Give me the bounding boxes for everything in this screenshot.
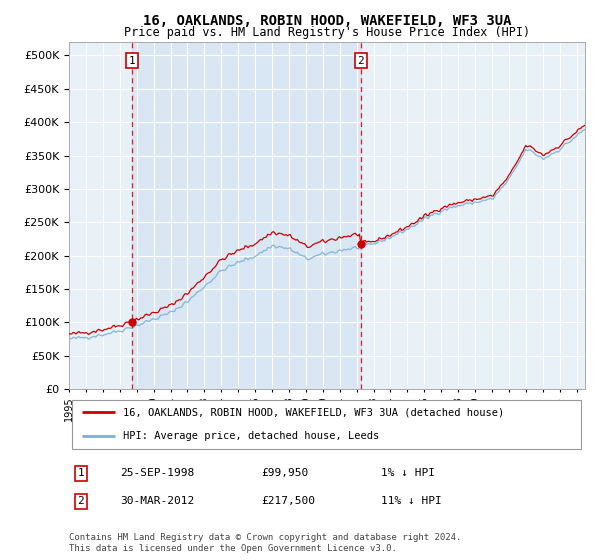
Bar — [132, 42, 361, 389]
Text: 11% ↓ HPI: 11% ↓ HPI — [381, 496, 442, 506]
Text: 2: 2 — [357, 55, 364, 66]
Text: HPI: Average price, detached house, Leeds: HPI: Average price, detached house, Leed… — [123, 431, 379, 441]
Text: 30-MAR-2012: 30-MAR-2012 — [120, 496, 194, 506]
Text: 2: 2 — [77, 496, 85, 506]
Text: £217,500: £217,500 — [261, 496, 315, 506]
Text: 1% ↓ HPI: 1% ↓ HPI — [381, 468, 435, 478]
Text: 1: 1 — [129, 55, 136, 66]
FancyBboxPatch shape — [71, 400, 581, 449]
Text: 1: 1 — [77, 468, 85, 478]
Text: Contains HM Land Registry data © Crown copyright and database right 2024.
This d: Contains HM Land Registry data © Crown c… — [69, 533, 461, 553]
Text: 16, OAKLANDS, ROBIN HOOD, WAKEFIELD, WF3 3UA (detached house): 16, OAKLANDS, ROBIN HOOD, WAKEFIELD, WF3… — [123, 408, 505, 418]
Text: 25-SEP-1998: 25-SEP-1998 — [120, 468, 194, 478]
Text: £99,950: £99,950 — [261, 468, 308, 478]
Text: 16, OAKLANDS, ROBIN HOOD, WAKEFIELD, WF3 3UA: 16, OAKLANDS, ROBIN HOOD, WAKEFIELD, WF3… — [143, 14, 511, 28]
Text: Price paid vs. HM Land Registry's House Price Index (HPI): Price paid vs. HM Land Registry's House … — [124, 26, 530, 39]
